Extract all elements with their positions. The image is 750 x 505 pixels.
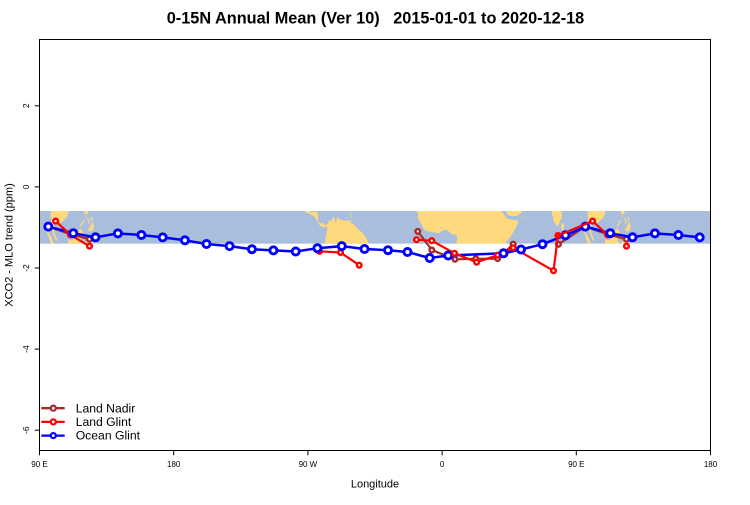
svg-text:180: 180 [167, 460, 181, 469]
svg-text:0: 0 [440, 460, 445, 469]
svg-text:90 E: 90 E [31, 460, 47, 469]
svg-text:XCO2 - MLO trend (ppm): XCO2 - MLO trend (ppm) [3, 183, 15, 306]
svg-text:2: 2 [21, 103, 31, 108]
svg-text:Longitude: Longitude [351, 479, 399, 491]
svg-text:Land Glint: Land Glint [76, 415, 132, 429]
svg-text:Ocean Glint: Ocean Glint [76, 429, 141, 443]
svg-text:-4: -4 [21, 345, 31, 353]
svg-text:-6: -6 [21, 426, 31, 434]
svg-text:Land Nadir: Land Nadir [76, 401, 136, 415]
svg-text:0-15N Annual Mean (Ver 10) 2: 0-15N Annual Mean (Ver 10) 2015-01-01 to… [167, 10, 584, 28]
svg-text:90 W: 90 W [299, 460, 318, 469]
svg-text:180: 180 [704, 460, 718, 469]
svg-text:-2: -2 [21, 264, 31, 272]
svg-text:0: 0 [21, 184, 31, 189]
svg-text:90 E: 90 E [568, 460, 584, 469]
